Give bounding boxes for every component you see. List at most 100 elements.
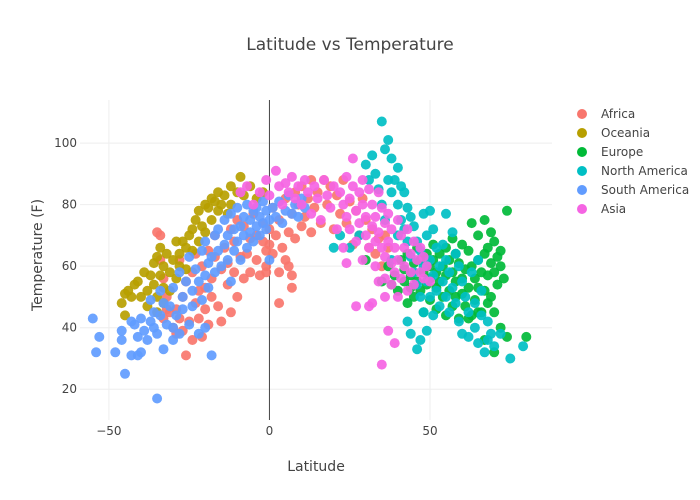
data-point[interactable] [425, 291, 435, 302]
data-point[interactable] [168, 255, 179, 265]
data-point[interactable] [453, 316, 464, 327]
data-point[interactable] [399, 261, 410, 272]
data-point[interactable] [389, 267, 400, 278]
data-point[interactable] [264, 190, 275, 201]
data-point[interactable] [392, 255, 403, 265]
data-point[interactable] [248, 236, 259, 247]
data-point[interactable] [367, 199, 378, 210]
data-point[interactable] [187, 301, 198, 312]
data-point[interactable] [399, 242, 410, 253]
data-point[interactable] [383, 325, 394, 336]
data-point[interactable] [502, 205, 512, 216]
data-point[interactable] [235, 187, 246, 198]
data-point[interactable] [380, 273, 390, 284]
data-point[interactable] [444, 307, 455, 318]
data-point[interactable] [174, 248, 185, 259]
data-point[interactable] [408, 236, 419, 247]
data-point[interactable] [376, 242, 387, 253]
data-point[interactable] [120, 310, 130, 321]
data-point[interactable] [351, 301, 362, 312]
data-point[interactable] [219, 190, 230, 201]
data-point[interactable] [421, 325, 432, 336]
data-point[interactable] [120, 368, 130, 379]
data-point[interactable] [370, 236, 381, 247]
data-point[interactable] [296, 221, 307, 232]
data-point[interactable] [254, 230, 265, 241]
data-point[interactable] [200, 304, 211, 315]
data-point[interactable] [373, 187, 384, 198]
data-point[interactable] [437, 239, 448, 250]
data-point[interactable] [216, 199, 227, 210]
data-point[interactable] [213, 301, 224, 312]
data-point[interactable] [425, 276, 435, 287]
data-point[interactable] [152, 251, 163, 262]
data-point[interactable] [351, 236, 362, 247]
data-point[interactable] [181, 276, 191, 287]
data-point[interactable] [193, 205, 204, 216]
data-point[interactable] [258, 196, 268, 207]
data-point[interactable] [132, 331, 143, 342]
data-point[interactable] [489, 307, 500, 318]
data-point[interactable] [283, 187, 294, 198]
data-point[interactable] [386, 224, 397, 235]
data-point[interactable] [225, 208, 236, 219]
data-point[interactable] [203, 202, 214, 213]
data-point[interactable] [473, 230, 484, 241]
data-point[interactable] [457, 276, 468, 287]
data-point[interactable] [197, 245, 207, 256]
data-point[interactable] [213, 245, 224, 256]
data-point[interactable] [476, 285, 487, 296]
data-point[interactable] [495, 261, 506, 272]
legend-item-asia[interactable]: Asia [577, 202, 626, 216]
data-point[interactable] [338, 242, 349, 253]
data-point[interactable] [270, 165, 281, 176]
data-point[interactable] [261, 175, 272, 185]
data-point[interactable] [222, 230, 233, 241]
data-point[interactable] [219, 215, 230, 225]
data-point[interactable] [116, 298, 127, 309]
data-point[interactable] [360, 159, 371, 170]
data-point[interactable] [322, 190, 333, 201]
data-point[interactable] [286, 282, 297, 293]
data-point[interactable] [116, 325, 127, 336]
data-point[interactable] [200, 270, 211, 281]
data-point[interactable] [299, 175, 310, 185]
data-point[interactable] [213, 224, 224, 235]
data-point[interactable] [235, 171, 246, 182]
data-point[interactable] [110, 347, 121, 358]
data-point[interactable] [232, 236, 243, 247]
data-point[interactable] [142, 335, 153, 345]
data-point[interactable] [405, 211, 416, 222]
data-point[interactable] [469, 298, 480, 309]
data-point[interactable] [447, 227, 458, 238]
data-point[interactable] [370, 248, 381, 259]
data-point[interactable] [405, 267, 416, 278]
data-point[interactable] [402, 298, 413, 309]
data-point[interactable] [344, 193, 355, 204]
data-point[interactable] [293, 181, 304, 192]
data-point[interactable] [450, 298, 461, 309]
data-point[interactable] [161, 248, 172, 259]
data-point[interactable] [136, 313, 146, 324]
data-point[interactable] [351, 205, 362, 216]
data-point[interactable] [344, 224, 355, 235]
data-point[interactable] [428, 310, 439, 321]
data-point[interactable] [376, 116, 387, 127]
data-point[interactable] [225, 307, 236, 318]
data-point[interactable] [489, 267, 500, 278]
data-point[interactable] [370, 211, 381, 222]
data-point[interactable] [347, 181, 358, 192]
data-point[interactable] [383, 208, 394, 219]
data-point[interactable] [94, 331, 105, 342]
data-point[interactable] [235, 221, 246, 232]
data-point[interactable] [280, 178, 291, 189]
data-point[interactable] [181, 350, 191, 361]
data-point[interactable] [389, 338, 400, 349]
data-point[interactable] [132, 276, 143, 287]
data-point[interactable] [261, 267, 272, 278]
data-point[interactable] [136, 291, 146, 302]
data-point[interactable] [460, 291, 471, 302]
data-point[interactable] [354, 218, 365, 229]
data-point[interactable] [441, 291, 451, 302]
data-point[interactable] [341, 171, 352, 182]
